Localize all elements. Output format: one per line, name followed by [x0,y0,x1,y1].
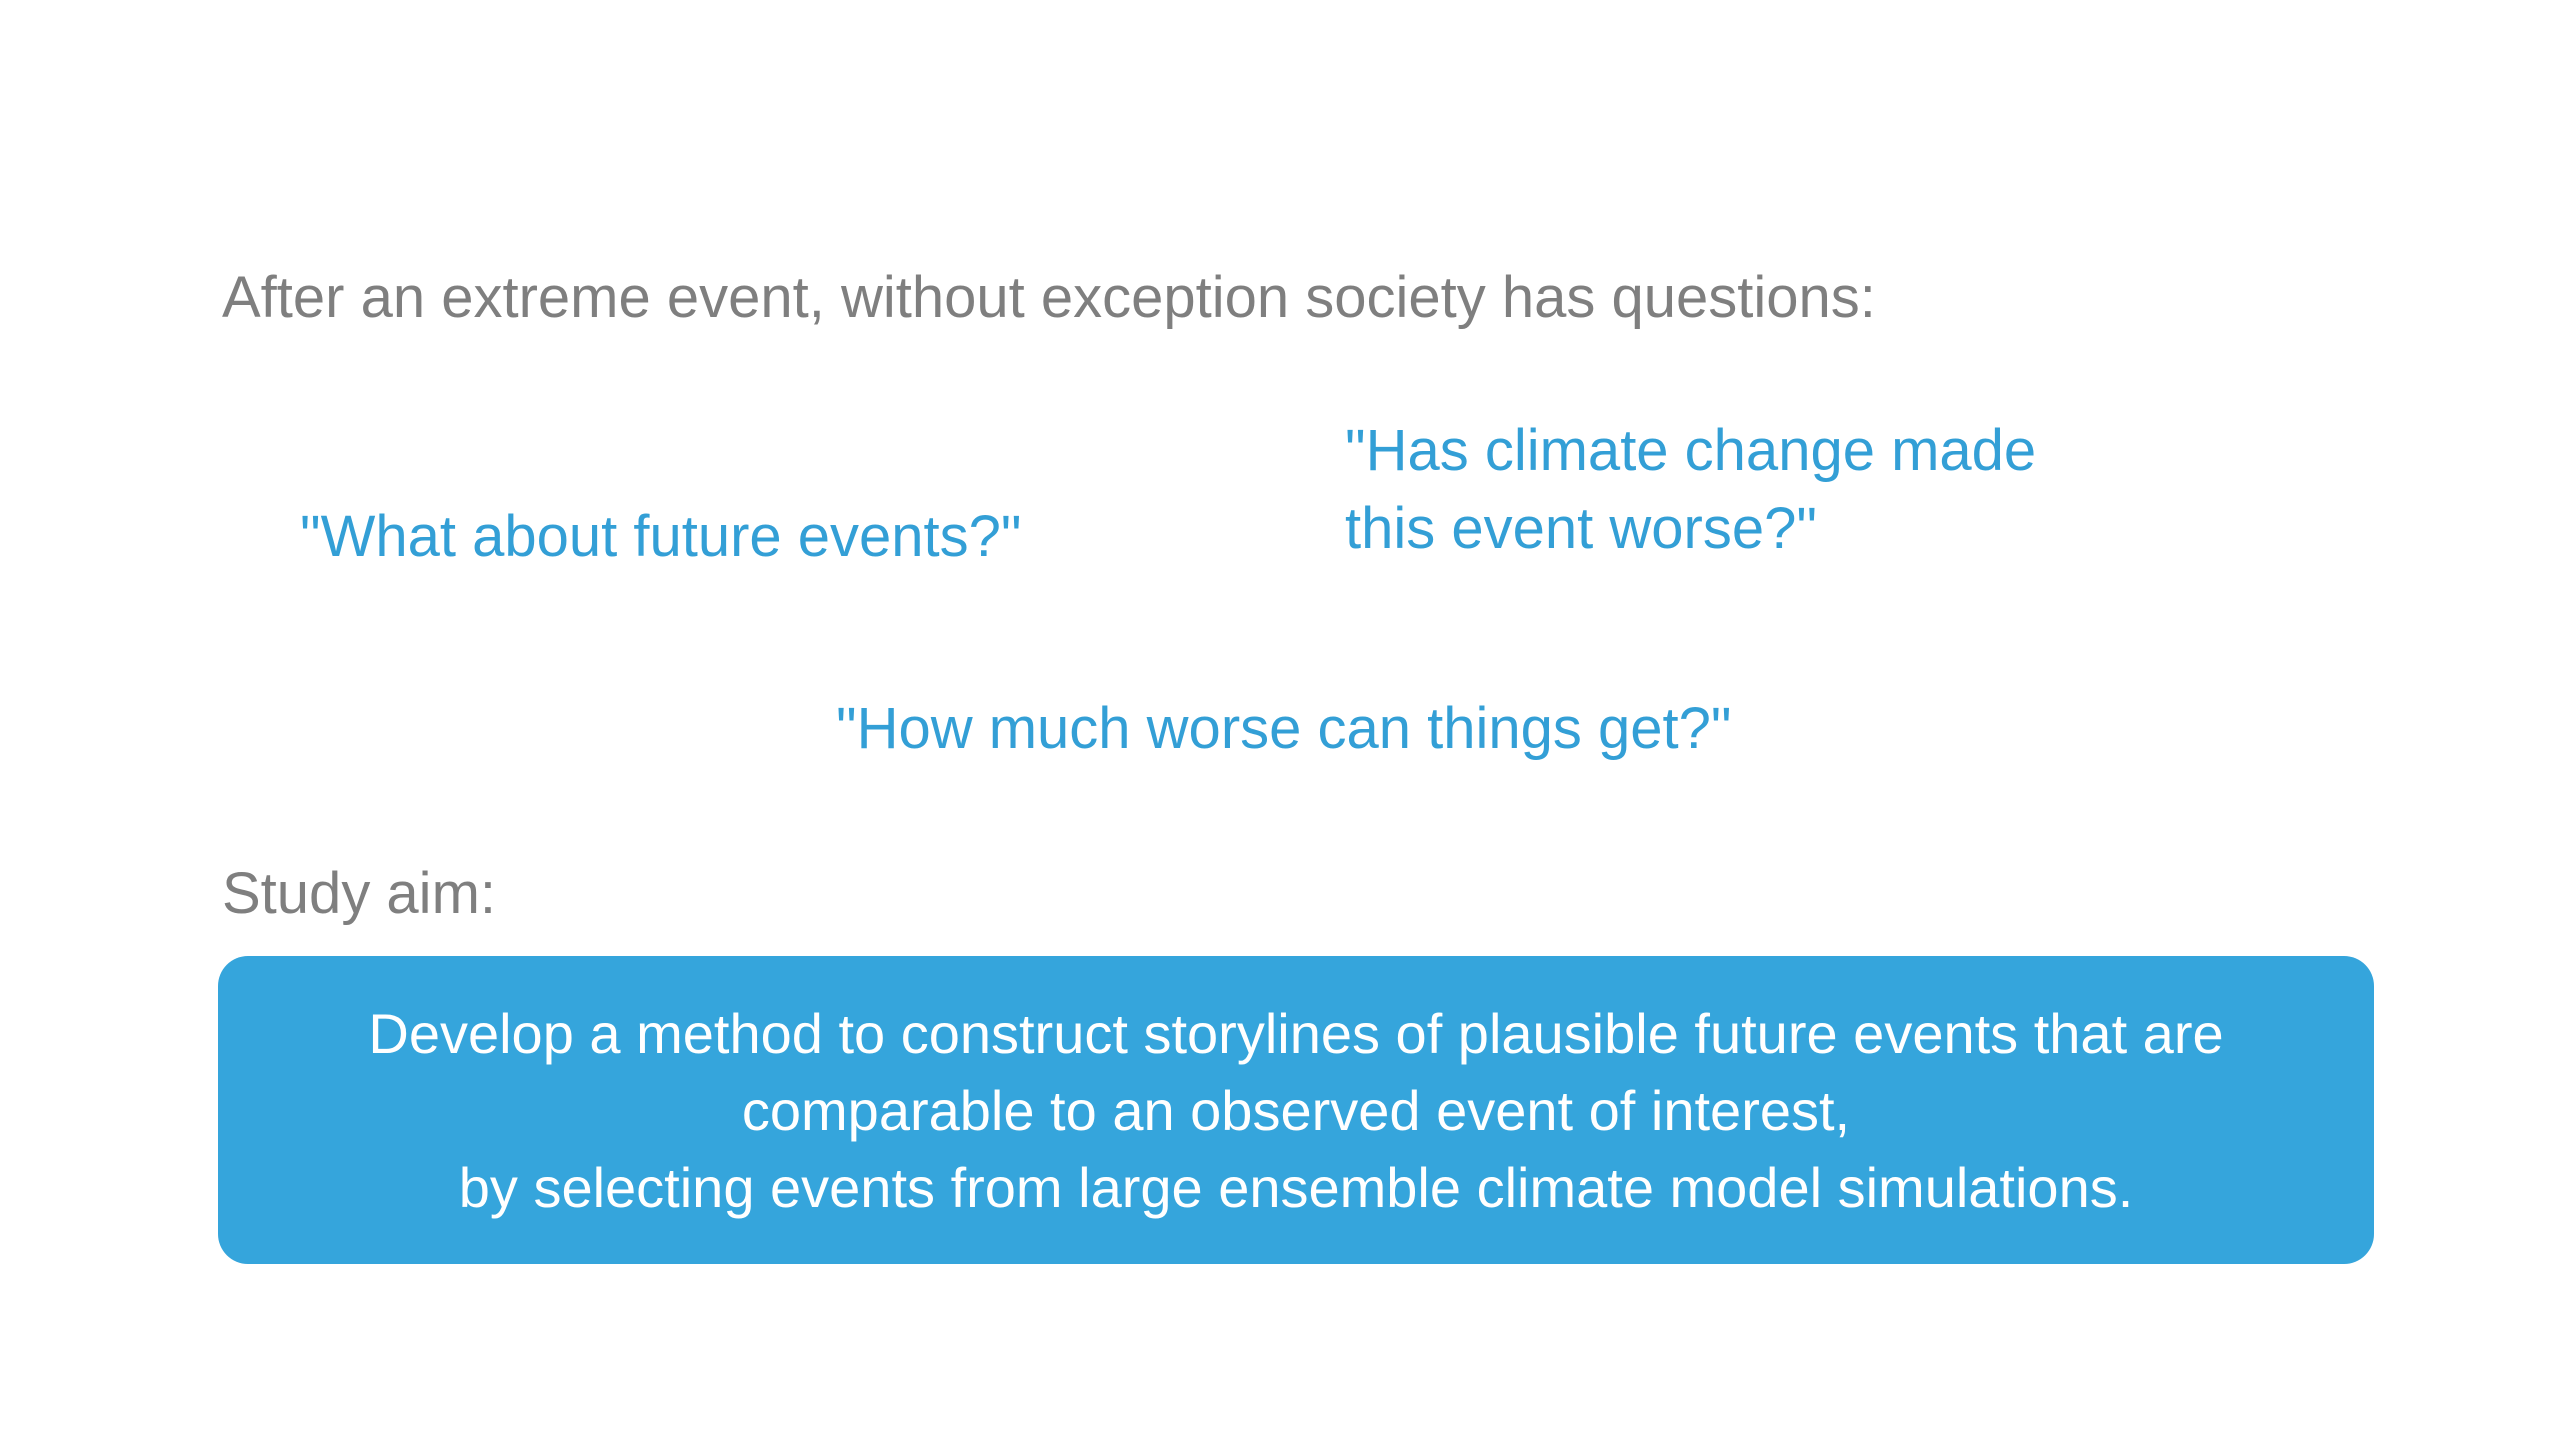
study-aim-line-1: Develop a method to construct storylines… [368,1001,2224,1065]
question-climate-line-1: "Has climate change made [1345,418,2037,483]
study-aim-line-2: comparable to an observed event of inter… [741,1078,1851,1142]
study-aim-line-3: by selecting events from large ensemble … [458,1155,2134,1219]
question-future-events: "What about future events?" [300,504,1022,569]
study-aim-label: Study aim: [222,861,496,926]
question-climate-line-2: this event worse?" [1345,496,1817,561]
question-how-much-worse: "How much worse can things get?" [836,696,1732,761]
question-climate-change: "Has climate change made this event wors… [1345,412,2036,568]
study-aim-box: Develop a method to construct storylines… [218,956,2374,1264]
intro-text: After an extreme event, without exceptio… [222,265,1876,330]
